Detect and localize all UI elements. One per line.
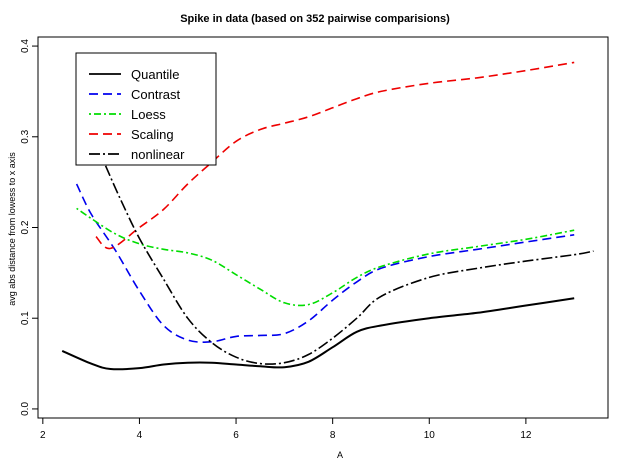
chart-title: Spike in data (based on 352 pairwise com…: [180, 13, 450, 25]
axes: 2 4 6 8 10 12 0.0 0.1 0.2 0.3 0.4: [20, 36, 609, 441]
x-tick-label: 2: [40, 430, 46, 441]
x-tick-label: 12: [520, 430, 532, 441]
series-layer: [61, 61, 594, 371]
y-tick-label: 0.2: [20, 220, 31, 234]
y-axis-label: avg abs distance from lowess to x axis: [7, 152, 17, 306]
x-axis-label: A: [337, 450, 343, 460]
x-tick-label: 8: [330, 430, 336, 441]
legend-box: [75, 52, 217, 166]
legend-label-nonlinear: nonlinear: [131, 147, 185, 162]
series-line-contrast: [75, 183, 575, 344]
y-tick-label: 0.0: [20, 402, 31, 416]
series-line-nonlinear: [104, 165, 594, 365]
y-tick-label: 0.1: [20, 311, 31, 325]
legend-label-scaling: Scaling: [131, 127, 174, 142]
legend-label-contrast: Contrast: [131, 87, 181, 102]
y-tick-label: 0.4: [20, 39, 31, 53]
series-line-scaling: [95, 61, 575, 250]
legend-label-loess: Loess: [131, 107, 166, 122]
y-tick-label: 0.3: [20, 129, 31, 143]
x-tick-label: 6: [233, 430, 239, 441]
legend-label-quantile: Quantile: [131, 67, 179, 82]
x-tick-label: 4: [137, 430, 143, 441]
x-tick-label: 10: [424, 430, 436, 441]
legend: Quantile Contrast Loess Scaling nonlinear: [75, 52, 217, 166]
series-line-loess: [76, 207, 575, 307]
series-line-quantile: [61, 297, 575, 371]
